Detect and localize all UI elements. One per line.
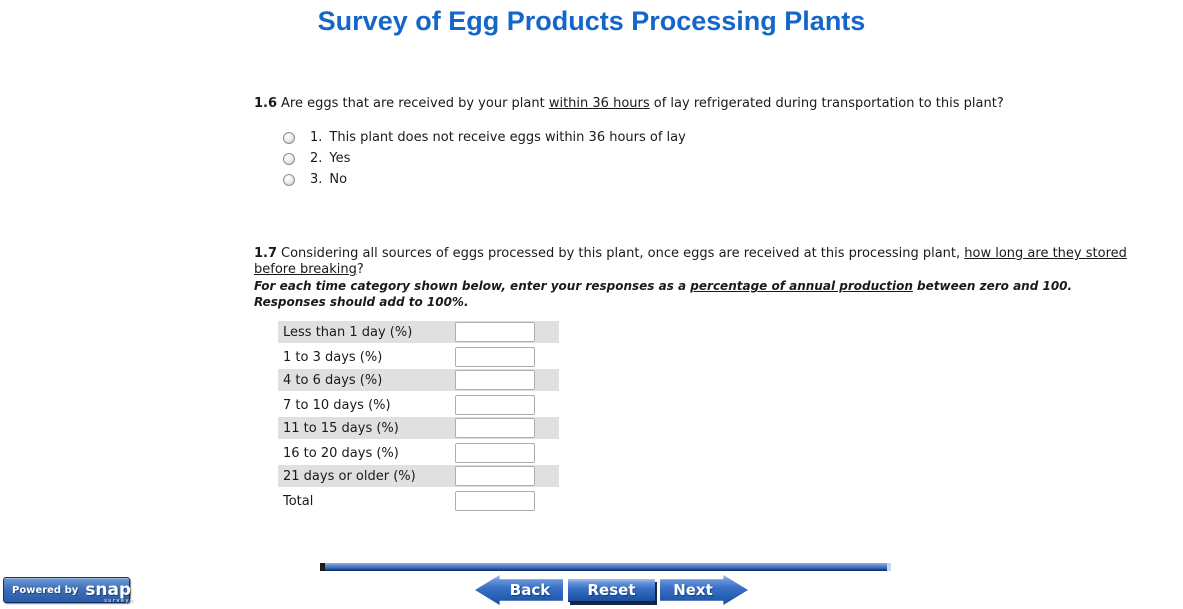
option-row-3[interactable]: 3. No bbox=[283, 169, 686, 190]
input-11-to-15-days[interactable] bbox=[455, 418, 535, 438]
question-1-7-note-line2: Responses should add to 100%. bbox=[254, 295, 469, 309]
table-row: 21 days or older (%) bbox=[278, 465, 559, 489]
question-1-6-text: Are eggs that are received by your plant bbox=[281, 96, 549, 111]
note-underlined: percentage of annual production bbox=[690, 279, 913, 293]
row-label: 1 to 3 days (%) bbox=[283, 349, 383, 365]
row-label: Total bbox=[283, 493, 314, 509]
snap-brand-text: snap bbox=[85, 579, 132, 600]
option-1-number: 1. bbox=[310, 130, 323, 145]
table-row: 11 to 15 days (%) bbox=[278, 417, 559, 441]
storage-table: Less than 1 day (%) 1 to 3 days (%) 4 to… bbox=[278, 321, 559, 513]
option-2-number: 2. bbox=[310, 151, 323, 166]
row-label: 4 to 6 days (%) bbox=[283, 372, 383, 388]
question-1-6-text-after: of lay refrigerated during transportatio… bbox=[649, 96, 1004, 111]
row-label: Less than 1 day (%) bbox=[283, 324, 413, 340]
reset-button[interactable]: Reset bbox=[568, 579, 655, 601]
row-label: 21 days or older (%) bbox=[283, 468, 416, 484]
table-row: Less than 1 day (%) bbox=[278, 321, 559, 345]
snap-brand-subtext: surveys bbox=[104, 597, 135, 604]
snap-brand-logo: snap surveys bbox=[85, 579, 135, 603]
input-21-days-or-older[interactable] bbox=[455, 466, 535, 486]
option-3-label: No bbox=[329, 172, 348, 187]
table-row: 16 to 20 days (%) bbox=[278, 441, 559, 465]
reset-button-label: Reset bbox=[587, 581, 636, 599]
input-1-to-3-days[interactable] bbox=[455, 347, 535, 367]
input-16-to-20-days[interactable] bbox=[455, 443, 535, 463]
input-less-than-1-day[interactable] bbox=[455, 322, 535, 342]
question-1-7-note-line1: For each time category shown below, ente… bbox=[254, 278, 1127, 294]
question-1-7-text-after: ? bbox=[356, 262, 364, 277]
table-row: 1 to 3 days (%) bbox=[278, 345, 559, 369]
powered-by-snap-logo[interactable]: Powered by snap surveys bbox=[3, 577, 135, 603]
option-row-2[interactable]: 2. Yes bbox=[283, 148, 686, 169]
back-button[interactable]: Back bbox=[475, 575, 563, 605]
question-1-7-number: 1.7 bbox=[254, 246, 278, 261]
question-1-7-underlined-1: how long are they stored bbox=[964, 246, 1127, 261]
option-2-label: Yes bbox=[329, 151, 351, 166]
question-1-7-text: Considering all sources of eggs processe… bbox=[281, 246, 965, 261]
question-1-6-number: 1.6 bbox=[254, 96, 278, 111]
question-1-6-underlined: within 36 hours bbox=[548, 96, 650, 111]
nav-divider-bar bbox=[320, 563, 891, 571]
next-button-label: Next bbox=[673, 581, 713, 599]
table-row: Total bbox=[278, 489, 559, 513]
table-row: 7 to 10 days (%) bbox=[278, 393, 559, 417]
input-7-to-10-days[interactable] bbox=[455, 395, 535, 415]
question-1-7-line1: 1.7 Considering all sources of eggs proce… bbox=[254, 246, 1127, 262]
option-row-1[interactable]: 1. This plant does not receive eggs with… bbox=[283, 127, 686, 148]
radio-option-3[interactable] bbox=[283, 173, 295, 186]
input-4-to-6-days[interactable] bbox=[455, 370, 535, 390]
radio-option-1[interactable] bbox=[283, 131, 295, 144]
input-total[interactable] bbox=[455, 491, 535, 511]
question-1-7-underlined-2: before breaking bbox=[254, 262, 357, 277]
row-label: 16 to 20 days (%) bbox=[283, 445, 399, 461]
page-title: Survey of Egg Products Processing Plants bbox=[317, 6, 866, 36]
option-3-number: 3. bbox=[310, 172, 323, 187]
question-1-6: 1.6 Are eggs that are received by your pl… bbox=[254, 96, 1004, 111]
powered-by-label: Powered by bbox=[12, 584, 79, 596]
option-1-label: This plant does not receive eggs within … bbox=[329, 130, 686, 145]
question-1-7: 1.7 Considering all sources of eggs proce… bbox=[254, 246, 1127, 310]
note-text-after: between zero and 100. bbox=[912, 279, 1073, 293]
question-1-7-line2: before breaking? bbox=[254, 262, 1127, 278]
note-text: For each time category shown below, ente… bbox=[254, 279, 691, 293]
question-1-6-options: 1. This plant does not receive eggs with… bbox=[283, 127, 686, 190]
radio-option-2[interactable] bbox=[283, 152, 295, 165]
table-row: 4 to 6 days (%) bbox=[278, 369, 559, 393]
next-button[interactable]: Next bbox=[660, 575, 748, 605]
row-label: 7 to 10 days (%) bbox=[283, 397, 391, 413]
back-button-label: Back bbox=[509, 581, 551, 599]
row-label: 11 to 15 days (%) bbox=[283, 420, 399, 436]
